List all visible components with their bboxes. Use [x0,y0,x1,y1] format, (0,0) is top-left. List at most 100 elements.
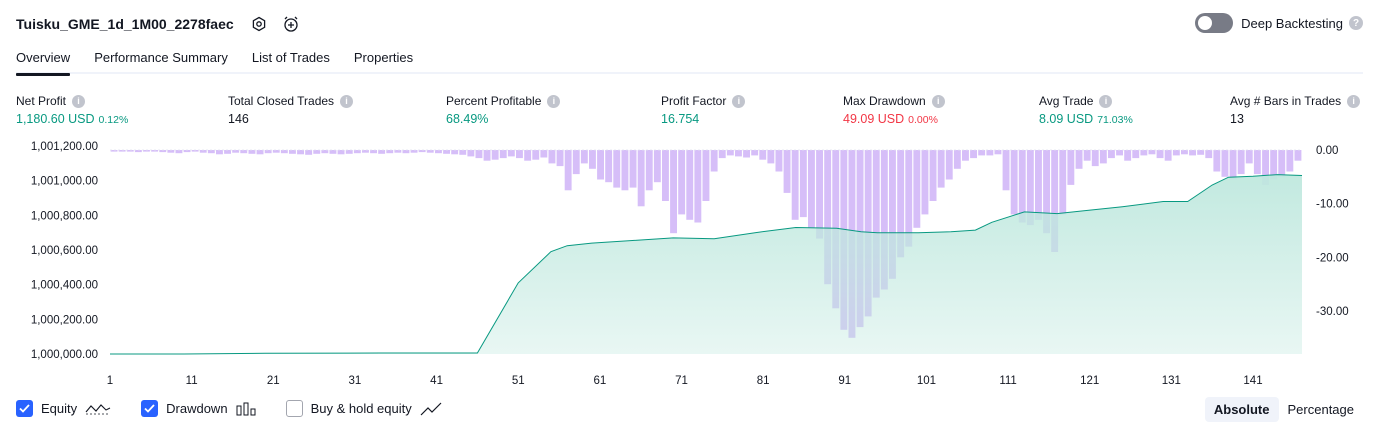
right-axis-tick: -20.00 [1316,252,1349,264]
drawdown-bar [564,150,572,191]
drawdown-bar [694,150,702,223]
legend-label: Buy & hold equity [310,401,412,416]
drawdown-bar [783,150,791,193]
info-icon[interactable]: i [931,94,945,108]
drawdown-bar [597,150,604,180]
right-axis-tick: -10.00 [1316,199,1349,211]
gear-icon[interactable] [250,15,268,33]
drawdown-bar [1262,150,1269,185]
deep-backtesting-toggle[interactable] [1195,13,1234,33]
x-axis-tick: 91 [838,375,851,387]
drawdown-bar [1035,150,1042,220]
drawdown-bar [702,150,710,201]
drawdown-bar [605,150,613,183]
left-axis-tick: 1,000,800.00 [31,210,98,222]
drawdown-bar [410,150,418,153]
drawdown-bar [451,150,459,155]
checkbox-checked-icon[interactable] [16,400,33,417]
metrics-row: Net Profit i 1,180.60 USD 0.12% Total Clos… [0,94,1379,130]
drawdown-bar [645,150,653,191]
help-icon[interactable]: ? [1349,16,1363,30]
metric-avg-trade: Avg Trade i 8.09 USD 71.03% [1039,94,1133,126]
drawdown-bar [718,150,726,159]
drawdown-bar [670,150,677,234]
drawdown-bar [1205,150,1213,159]
drawdown-bar [629,150,637,188]
tab-list-of-trades[interactable]: List of Trades [251,50,330,65]
x-axis-tick: 31 [349,375,362,387]
metric-profit-factor: Profit Factor i 16.754 [661,94,746,126]
drawdown-bar [791,150,799,220]
chart-legend: Equity Drawdown Buy & hold equity [16,400,472,417]
legend-label: Equity [41,401,78,416]
tab-performance-summary[interactable]: Performance Summary [94,50,228,65]
checkbox-unchecked-icon[interactable] [285,400,303,417]
x-axis-tick: 71 [675,375,688,387]
legend-label: Drawdown [166,401,228,416]
percentage-button[interactable]: Percentage [1287,402,1355,417]
drawdown-bar [1237,150,1245,175]
drawdown-bar [978,150,986,156]
legend-drawdown[interactable]: Drawdown [141,400,256,417]
metric-label: Avg # Bars in Trades [1230,94,1342,108]
drawdown-bar [816,150,823,239]
x-axis-tick: 81 [757,375,770,387]
drawdown-bar [491,150,499,160]
metric-value: 1,180.60 USD [16,112,95,126]
metric-label: Max Drawdown [843,94,926,108]
drawdown-bar [580,150,588,164]
drawdown-bar [1294,150,1302,161]
left-axis-tick: 1,000,400.00 [31,280,98,292]
metric-label: Avg Trade [1039,94,1094,108]
drawdown-bar [1156,150,1164,159]
drawdown-bar [524,150,532,161]
drawdown-bar [1026,150,1034,226]
drawdown-bar [1010,150,1018,215]
x-axis: 1 11 21 31 41 51 61 71 81 91 101 111 121 131 141 [107,375,1263,387]
equity-drawdown-chart[interactable]: 1,001,200.00 1,001,000.00 1,000,800.00 1,00… [0,136,1379,390]
drawdown-bar [337,150,345,155]
legend-buy-hold[interactable]: Buy & hold equity [285,400,442,417]
checkbox-checked-icon[interactable] [141,400,159,417]
drawdown-bar [126,150,134,152]
x-axis-tick: 141 [1243,375,1262,387]
alarm-add-icon[interactable] [282,15,300,33]
drawdown-bar [183,150,191,153]
metric-max-drawdown: Max Drawdown i 49.09 USD 0.00% [843,94,945,126]
drawdown-bar [986,150,994,156]
info-icon[interactable]: i [1347,94,1361,108]
legend-equity[interactable]: Equity [16,400,111,417]
info-icon[interactable]: i [547,94,561,108]
drawdown-bar [264,150,272,154]
drawdown-bar [775,150,783,172]
info-icon[interactable]: i [340,94,354,108]
tab-properties[interactable]: Properties [353,50,414,65]
drawdown-bar [929,150,937,201]
equity-line [110,174,1303,355]
drawdown-bar [572,150,580,175]
drawdown-bar [1051,150,1059,252]
x-axis-tick: 131 [1162,375,1181,387]
metric-sub: 71.03% [1097,114,1133,126]
info-icon[interactable]: i [1099,94,1113,108]
equity-line-icon [85,402,111,416]
right-axis-tick: -30.00 [1316,306,1349,318]
drawdown-bar [1245,150,1253,164]
drawdown-bar [483,150,491,161]
tab-overview[interactable]: Overview [16,46,71,76]
info-icon[interactable]: i [732,94,746,108]
drawdown-bar [248,150,256,154]
drawdown-bar [216,150,223,155]
drawdown-bar [751,150,759,156]
drawdown-bar [759,150,767,160]
right-axis: 0.00 -10.00 -20.00 -30.00 [1316,145,1349,318]
drawdown-bar [224,150,231,154]
drawdown-bar [256,150,264,155]
info-icon[interactable]: i [72,94,86,108]
drawdown-bar [426,150,434,153]
drawdown-bar [889,150,896,279]
drawdown-bar [280,150,288,154]
drawdown-bar [394,150,402,153]
metric-label: Net Profit [16,94,67,108]
absolute-button[interactable]: Absolute [1204,397,1279,422]
